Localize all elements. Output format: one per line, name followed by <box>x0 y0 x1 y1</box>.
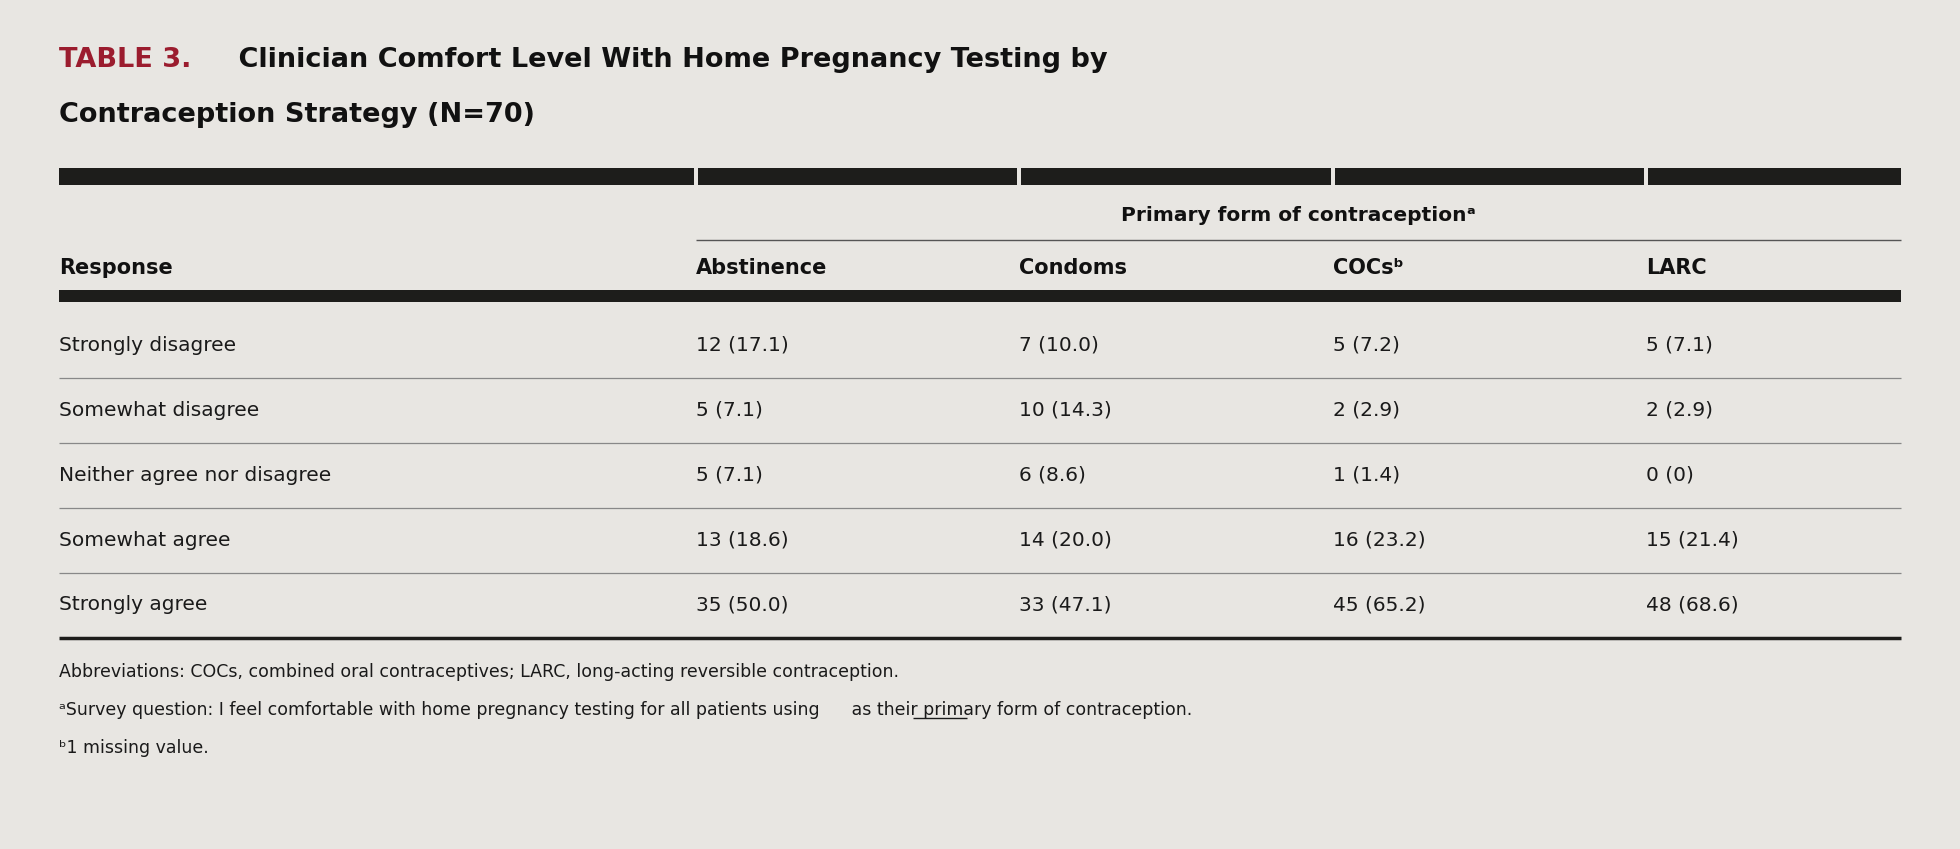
Text: 2 (2.9): 2 (2.9) <box>1646 401 1713 419</box>
Text: Neither agree nor disagree: Neither agree nor disagree <box>59 465 331 485</box>
Text: 16 (23.2): 16 (23.2) <box>1333 531 1425 549</box>
Text: Strongly disagree: Strongly disagree <box>59 335 235 355</box>
Text: LARC: LARC <box>1646 258 1707 278</box>
Text: Abbreviations: COCs, combined oral contraceptives; LARC, long-acting reversible : Abbreviations: COCs, combined oral contr… <box>59 663 900 681</box>
Bar <box>1644 168 1648 185</box>
Text: TABLE 3.: TABLE 3. <box>59 47 192 73</box>
Bar <box>59 168 1901 185</box>
Text: 1 (1.4): 1 (1.4) <box>1333 465 1399 485</box>
Text: Contraception Strategy (N=70): Contraception Strategy (N=70) <box>59 102 535 128</box>
Text: Abstinence: Abstinence <box>696 258 827 278</box>
Text: Response: Response <box>59 258 172 278</box>
Text: ᵇ1 missing value.: ᵇ1 missing value. <box>59 739 208 757</box>
Text: 2 (2.9): 2 (2.9) <box>1333 401 1399 419</box>
Text: 5 (7.2): 5 (7.2) <box>1333 335 1399 355</box>
Text: 6 (8.6): 6 (8.6) <box>1019 465 1086 485</box>
Text: 5 (7.1): 5 (7.1) <box>1646 335 1713 355</box>
Text: 13 (18.6): 13 (18.6) <box>696 531 788 549</box>
Text: Somewhat agree: Somewhat agree <box>59 531 231 549</box>
Text: 35 (50.0): 35 (50.0) <box>696 595 788 615</box>
Text: 45 (65.2): 45 (65.2) <box>1333 595 1425 615</box>
Text: 14 (20.0): 14 (20.0) <box>1019 531 1111 549</box>
Text: 15 (21.4): 15 (21.4) <box>1646 531 1739 549</box>
Bar <box>1331 168 1335 185</box>
Text: Condoms: Condoms <box>1019 258 1127 278</box>
Text: 12 (17.1): 12 (17.1) <box>696 335 788 355</box>
Text: Primary form of contraceptionᵃ: Primary form of contraceptionᵃ <box>1121 205 1476 224</box>
Text: Strongly agree: Strongly agree <box>59 595 208 615</box>
Bar <box>59 290 1901 302</box>
Bar <box>1017 168 1021 185</box>
Bar <box>694 168 698 185</box>
Text: Somewhat disagree: Somewhat disagree <box>59 401 259 419</box>
Text: ᵃSurvey question: I feel comfortable with home pregnancy testing for all patient: ᵃSurvey question: I feel comfortable wit… <box>59 701 1192 719</box>
Text: 10 (14.3): 10 (14.3) <box>1019 401 1111 419</box>
Text: 0 (0): 0 (0) <box>1646 465 1693 485</box>
Text: 5 (7.1): 5 (7.1) <box>696 401 762 419</box>
Text: 7 (10.0): 7 (10.0) <box>1019 335 1100 355</box>
Text: 5 (7.1): 5 (7.1) <box>696 465 762 485</box>
Text: 48 (68.6): 48 (68.6) <box>1646 595 1739 615</box>
Text: Clinician Comfort Level With Home Pregnancy Testing by: Clinician Comfort Level With Home Pregna… <box>229 47 1107 73</box>
Text: COCsᵇ: COCsᵇ <box>1333 258 1403 278</box>
Text: 33 (47.1): 33 (47.1) <box>1019 595 1111 615</box>
